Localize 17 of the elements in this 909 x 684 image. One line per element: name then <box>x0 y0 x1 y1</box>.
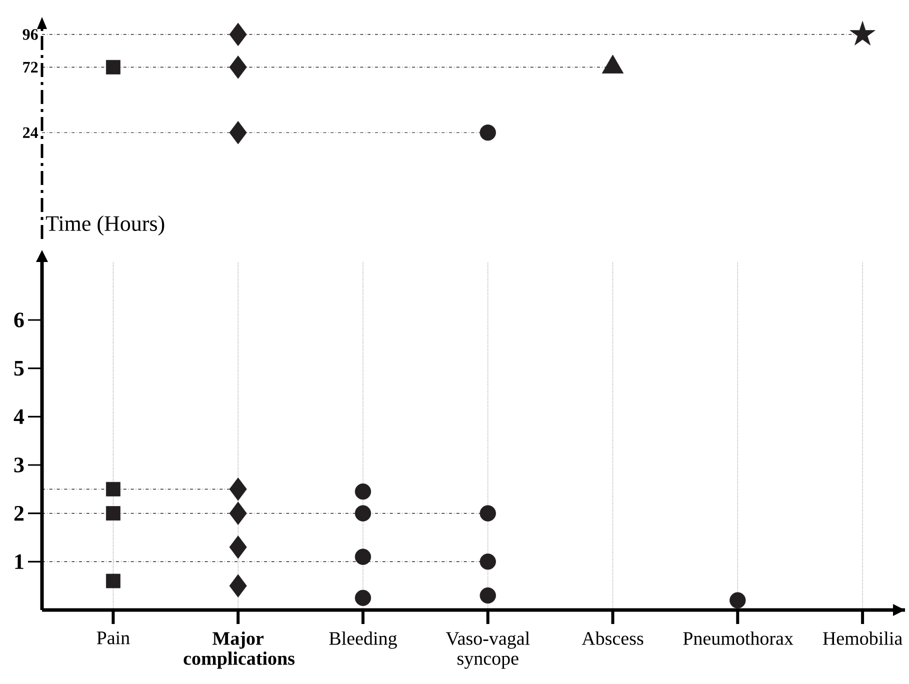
y-tick-label: 4 <box>14 409 24 424</box>
x-tick-label: Abscess <box>582 632 644 645</box>
y-tick-label: 1 <box>15 554 24 569</box>
x-tick-label: Bleeding <box>329 632 397 649</box>
y-tick-label: 96 <box>22 29 38 40</box>
y-tick-label: 24 <box>23 127 38 138</box>
y-axis-title: Time (Hours) <box>46 216 164 236</box>
y-tick-label: 5 <box>14 361 24 376</box>
y-tick-label: 6 <box>14 312 24 328</box>
x-tick-label: Pneumothorax <box>683 632 794 645</box>
y-tick-label: 3 <box>14 458 24 472</box>
x-tick-label: Hemobilia <box>822 632 902 645</box>
x-tick-label: Major complications <box>184 632 295 669</box>
x-tick-label: Vaso-vagal syncope <box>446 632 530 669</box>
y-tick-label: 2 <box>14 506 24 521</box>
y-tick-label: 72 <box>23 62 38 72</box>
x-tick-label: Pain <box>96 632 130 644</box>
